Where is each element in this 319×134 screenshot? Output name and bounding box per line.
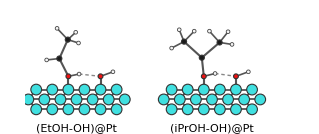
Circle shape [31,84,41,95]
Circle shape [65,37,70,42]
Circle shape [77,72,81,76]
Circle shape [234,74,238,79]
Text: (EtOH-OH)@Pt: (EtOH-OH)@Pt [36,123,117,133]
Circle shape [217,40,222,45]
Circle shape [95,84,106,95]
Circle shape [63,84,74,95]
Circle shape [66,74,71,79]
Circle shape [103,94,114,105]
Circle shape [111,84,122,95]
Circle shape [74,30,78,34]
Circle shape [182,84,193,95]
Circle shape [177,28,181,32]
Circle shape [223,94,234,105]
Circle shape [31,104,41,115]
Circle shape [158,94,169,105]
Circle shape [98,74,103,79]
Circle shape [166,104,177,115]
Circle shape [190,94,201,105]
Circle shape [55,94,66,105]
Circle shape [39,94,50,105]
Circle shape [45,58,48,62]
Circle shape [47,84,58,95]
Circle shape [111,104,122,115]
Circle shape [198,84,209,95]
Circle shape [166,84,177,95]
Circle shape [247,84,257,95]
Circle shape [247,104,257,115]
Circle shape [207,94,217,105]
Circle shape [174,94,185,105]
Circle shape [119,94,130,105]
Circle shape [182,104,193,115]
Circle shape [214,104,225,115]
Circle shape [214,84,225,95]
Circle shape [199,55,204,60]
Circle shape [79,84,90,95]
Circle shape [231,84,241,95]
Circle shape [79,104,90,115]
Circle shape [201,74,206,79]
Circle shape [71,94,82,105]
Circle shape [63,104,74,115]
Circle shape [77,41,80,45]
Circle shape [230,43,234,46]
Circle shape [182,39,187,44]
Circle shape [23,94,34,105]
Circle shape [213,72,217,75]
Circle shape [231,104,241,115]
Circle shape [47,104,58,115]
Circle shape [239,94,249,105]
Circle shape [111,70,115,74]
Circle shape [192,29,196,33]
Circle shape [198,104,209,115]
Text: (iPrOH-OH)@Pt: (iPrOH-OH)@Pt [170,123,254,133]
Circle shape [55,27,59,30]
Circle shape [255,94,266,105]
Circle shape [247,70,250,74]
Circle shape [208,29,211,33]
Circle shape [87,94,98,105]
Circle shape [170,46,174,50]
Circle shape [57,56,62,61]
Circle shape [95,104,106,115]
Circle shape [226,30,230,34]
